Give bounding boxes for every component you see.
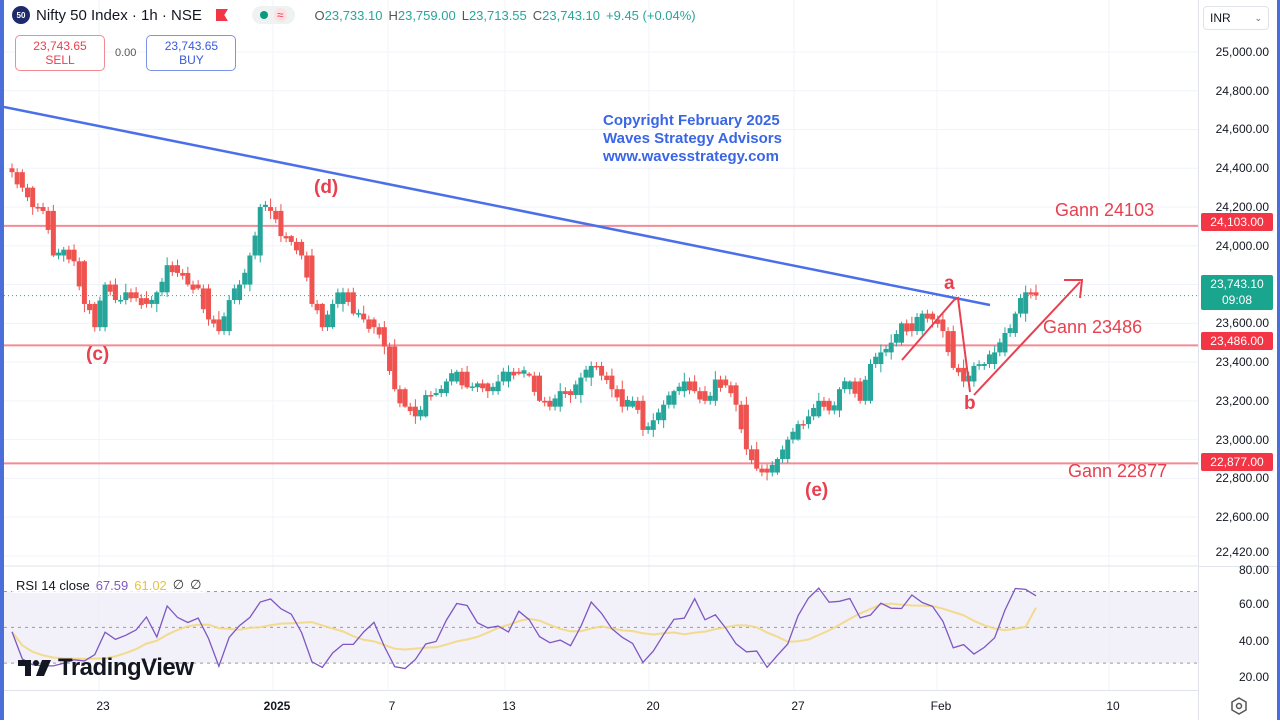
price-tick: 24,400.00	[1215, 161, 1269, 175]
price-tick: 22,420.00	[1215, 545, 1269, 559]
ohlc-values: O23,733.10 H23,759.00 L23,713.55 C23,743…	[315, 8, 696, 23]
symbol-legend: 50 Nifty 50 Index · 1h · NSE ≈ O23,733.1…	[12, 6, 696, 24]
wave-label-a: a	[944, 273, 955, 294]
gann-label-24103: Gann 24103	[1055, 200, 1155, 220]
buy-button[interactable]: 23,743.65 BUY	[146, 35, 237, 71]
price-tick: 23,400.00	[1215, 355, 1269, 369]
price-tick: 24,800.00	[1215, 84, 1269, 98]
wave-label-d: (d)	[314, 177, 339, 198]
open-label: O	[314, 7, 325, 23]
wave-label-b: b	[964, 393, 976, 414]
buy-label: BUY	[179, 53, 204, 67]
data-delay-icon: ≈	[273, 8, 287, 22]
price-tick: 24,600.00	[1215, 122, 1269, 136]
spread-value: 0.00	[115, 47, 137, 59]
time-axis[interactable]: 23 2025 7 13 20 27 Feb 10	[4, 690, 1198, 721]
pane-divider[interactable]	[1199, 566, 1277, 567]
wave-label-c: (c)	[86, 344, 110, 365]
symbol-title[interactable]: Nifty 50 Index · 1h · NSE	[36, 6, 202, 24]
sell-label: SELL	[45, 53, 75, 67]
company-line: Waves Strategy Advisors	[603, 130, 782, 147]
price-axis[interactable]: INR ⌄ 25,000.00 24,800.00 24,600.00 24,4…	[1198, 0, 1277, 720]
hidden-value-icon: ∅	[190, 577, 202, 592]
date-tick: 20	[646, 699, 660, 713]
price-tick: 23,000.00	[1215, 433, 1269, 447]
sell-price: 23,743.65	[33, 39, 87, 53]
last-price: 23,743.10	[1210, 277, 1264, 291]
tradingview-logo[interactable]: TradingView	[18, 654, 194, 682]
settings-gear-icon[interactable]	[1230, 697, 1248, 715]
price-tick: 24,200.00	[1215, 200, 1269, 214]
currency-selector[interactable]: INR ⌄	[1203, 6, 1269, 30]
symbol-logo-icon: 50	[12, 6, 30, 24]
rsi-tick: 40.00	[1238, 634, 1269, 648]
window-frame-right	[1276, 0, 1280, 720]
high-value: 23,759.00	[397, 7, 456, 23]
bar-countdown: 09:08	[1221, 293, 1253, 307]
website-line: www.wavesstrategy.com	[603, 148, 779, 165]
price-chart-canvas[interactable]	[3, 0, 1198, 690]
window-frame-left	[0, 0, 4, 720]
high-label: H	[388, 7, 398, 23]
sell-button[interactable]: 23,743.65 SELL	[15, 35, 105, 71]
gann-price-badge: 24,103.00	[1201, 213, 1273, 231]
rsi-tick: 20.00	[1238, 670, 1269, 684]
close-value: 23,743.10	[542, 7, 601, 23]
buy-price: 23,743.65	[164, 39, 219, 53]
copyright-line: Copyright February 2025	[603, 112, 780, 129]
date-tick: 2025	[263, 699, 291, 713]
price-tick: 22,600.00	[1215, 510, 1269, 524]
open-value: 23,733.10	[324, 7, 383, 23]
rsi-ma-value: 61.02	[134, 577, 167, 593]
date-tick: 23	[96, 699, 110, 713]
wave-label-e: (e)	[805, 480, 829, 501]
chevron-down-icon: ⌄	[1254, 12, 1262, 23]
rsi-legend[interactable]: RSI 14 close 67.59 61.02 ∅ ∅	[12, 577, 206, 593]
low-label: L	[461, 7, 469, 23]
market-status-pill[interactable]: ≈	[251, 6, 295, 24]
gann-price-badge: 23,486.00	[1201, 332, 1273, 350]
flag-icon[interactable]	[215, 9, 228, 21]
low-value: 23,713.55	[468, 7, 527, 23]
price-tick: 24,000.00	[1215, 239, 1269, 253]
gann-label-23486: Gann 23486	[1043, 317, 1143, 337]
gann-price-badge: 22,877.00	[1201, 453, 1273, 471]
price-tick: 25,000.00	[1215, 45, 1269, 59]
price-tick: 22,800.00	[1215, 471, 1269, 485]
close-label: C	[532, 7, 543, 23]
trade-panel: 23,743.65 SELL 0.00 23,743.65 BUY	[15, 35, 237, 71]
rsi-tick: 80.00	[1238, 563, 1269, 577]
hidden-value-icon: ∅	[172, 577, 185, 592]
date-tick: Feb	[930, 699, 952, 713]
chart-plot-area[interactable]	[3, 0, 1198, 690]
date-tick: 7	[388, 699, 396, 713]
currency-label: INR	[1210, 11, 1231, 25]
gann-label-22877: Gann 22877	[1068, 461, 1168, 481]
rsi-name: RSI 14 close	[16, 577, 90, 593]
price-tick: 23,600.00	[1215, 316, 1269, 330]
rsi-value: 67.59	[95, 577, 129, 593]
rsi-tick: 60.00	[1238, 597, 1269, 611]
date-tick: 10	[1106, 699, 1120, 713]
date-tick: 13	[502, 699, 516, 713]
tradingview-wordmark: TradingView	[58, 654, 194, 681]
market-open-dot-icon	[259, 11, 268, 19]
change-value: +9.45 (+0.04%)	[606, 7, 696, 23]
last-price-badge: 23,743.10 09:08	[1201, 275, 1273, 310]
price-tick: 23,200.00	[1215, 394, 1269, 408]
tradingview-logo-icon	[18, 660, 51, 676]
date-tick: 27	[791, 699, 805, 713]
copyright-watermark: Copyright February 2025 Waves Strategy A…	[603, 112, 782, 166]
